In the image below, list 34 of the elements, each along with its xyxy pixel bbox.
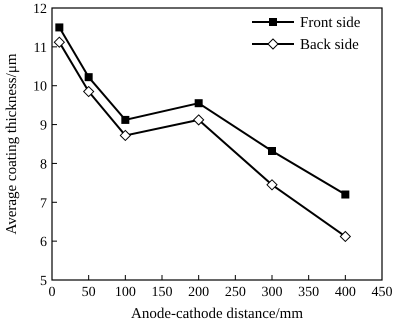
legend-label: Front side — [300, 15, 361, 31]
point — [55, 23, 64, 32]
point — [194, 99, 203, 108]
point — [121, 116, 130, 124]
legend-label: Back side — [300, 37, 360, 53]
x-tick-label: 150 — [152, 285, 172, 300]
point — [84, 73, 93, 82]
x-axis-title: Anode-cathode distance/mm — [130, 306, 304, 322]
x-tick-label: 250 — [224, 285, 246, 300]
point — [83, 86, 94, 98]
y-axis-title: Average coating thickness/μm — [4, 53, 20, 235]
x-tick-label: 200 — [188, 285, 210, 300]
x-tick-label: 100 — [114, 285, 136, 300]
point — [54, 36, 65, 48]
point — [120, 130, 131, 141]
y-tick-label: 10 — [33, 80, 47, 95]
point — [340, 230, 351, 242]
y-tick-label: 5 — [40, 274, 47, 289]
point — [268, 146, 276, 155]
x-tick-label: 50 — [82, 285, 96, 300]
x-tick-label: 300 — [262, 285, 282, 300]
point — [266, 179, 278, 190]
x-tick-label: 350 — [298, 285, 320, 300]
x-tick-label: 450 — [372, 285, 392, 300]
x-tick-label: 400 — [334, 285, 356, 300]
y-tick-label: 6 — [40, 235, 47, 250]
y-tick-label: 7 — [40, 196, 47, 212]
y-tick-label: 8 — [40, 157, 47, 172]
point — [193, 114, 204, 126]
point — [341, 190, 350, 199]
x-tick-label: 0 — [48, 285, 56, 300]
y-tick-label: 12 — [33, 2, 47, 17]
y-tick-label: 9 — [40, 118, 47, 134]
y-tick-label: 11 — [34, 40, 47, 56]
